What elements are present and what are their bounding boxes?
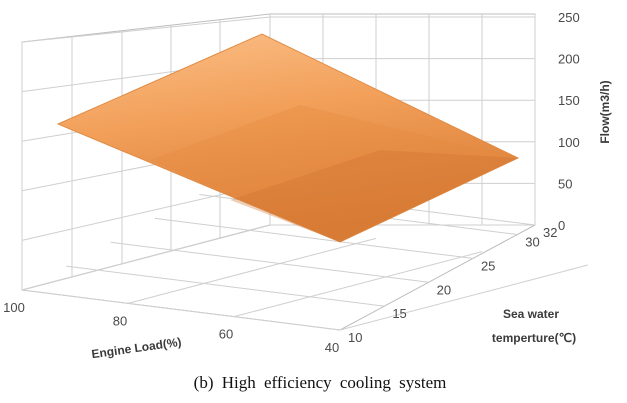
x-axis-ticks: 100 80 60 40: [3, 300, 339, 355]
floor: [21, 224, 536, 331]
z-axis-title: Flow(m3/h): [598, 80, 612, 143]
z-tick-label: 250: [558, 10, 580, 25]
y-tick-label: 15: [392, 306, 406, 321]
y-tick-label: 25: [481, 258, 495, 273]
x-axis-title: Engine Load(%): [91, 335, 183, 361]
z-tick-label: 150: [558, 93, 580, 108]
z-tick-label: 50: [558, 176, 572, 191]
floor-gridline-x: [127, 237, 377, 304]
floor-gridline-y: [66, 265, 385, 307]
flow-surface: [56, 33, 520, 243]
floor-gridline-x: [339, 264, 589, 331]
y-axis-title-line2: temperture(℃): [492, 331, 576, 345]
x-tick-label: 40: [325, 340, 339, 355]
z-tick-label: 100: [558, 135, 580, 150]
z-tick-label: 200: [558, 52, 580, 67]
z-tick-label: 0: [558, 218, 565, 233]
surface-shade-band: [150, 105, 518, 242]
x-tick-label: 80: [113, 313, 127, 328]
floor-gridline-x: [21, 224, 271, 291]
floor-gridline-y: [21, 289, 341, 331]
floor-gridline-y: [154, 217, 474, 259]
y-tick-label: 10: [348, 330, 362, 345]
z-axis-ticks: 0 50 100 150 200 250: [558, 10, 580, 233]
x-tick-label: 60: [219, 327, 233, 342]
y-axis-title-line1: Sea water: [503, 307, 559, 321]
x-tick-label: 100: [3, 300, 25, 315]
z-gridline-left: [21, 16, 271, 43]
surface-dark-band: [230, 150, 518, 242]
figure-caption: (b) High efficiency cooling system: [194, 373, 447, 392]
floor-gridline-x: [233, 251, 483, 318]
floor-gridline-y: [110, 241, 429, 283]
y-tick-label: 30: [525, 235, 539, 250]
y-tick-label: 20: [437, 282, 451, 297]
y-axis-ticks: 10 15 20 25 30 32: [348, 225, 557, 345]
y-tick-label: 32: [543, 225, 557, 240]
